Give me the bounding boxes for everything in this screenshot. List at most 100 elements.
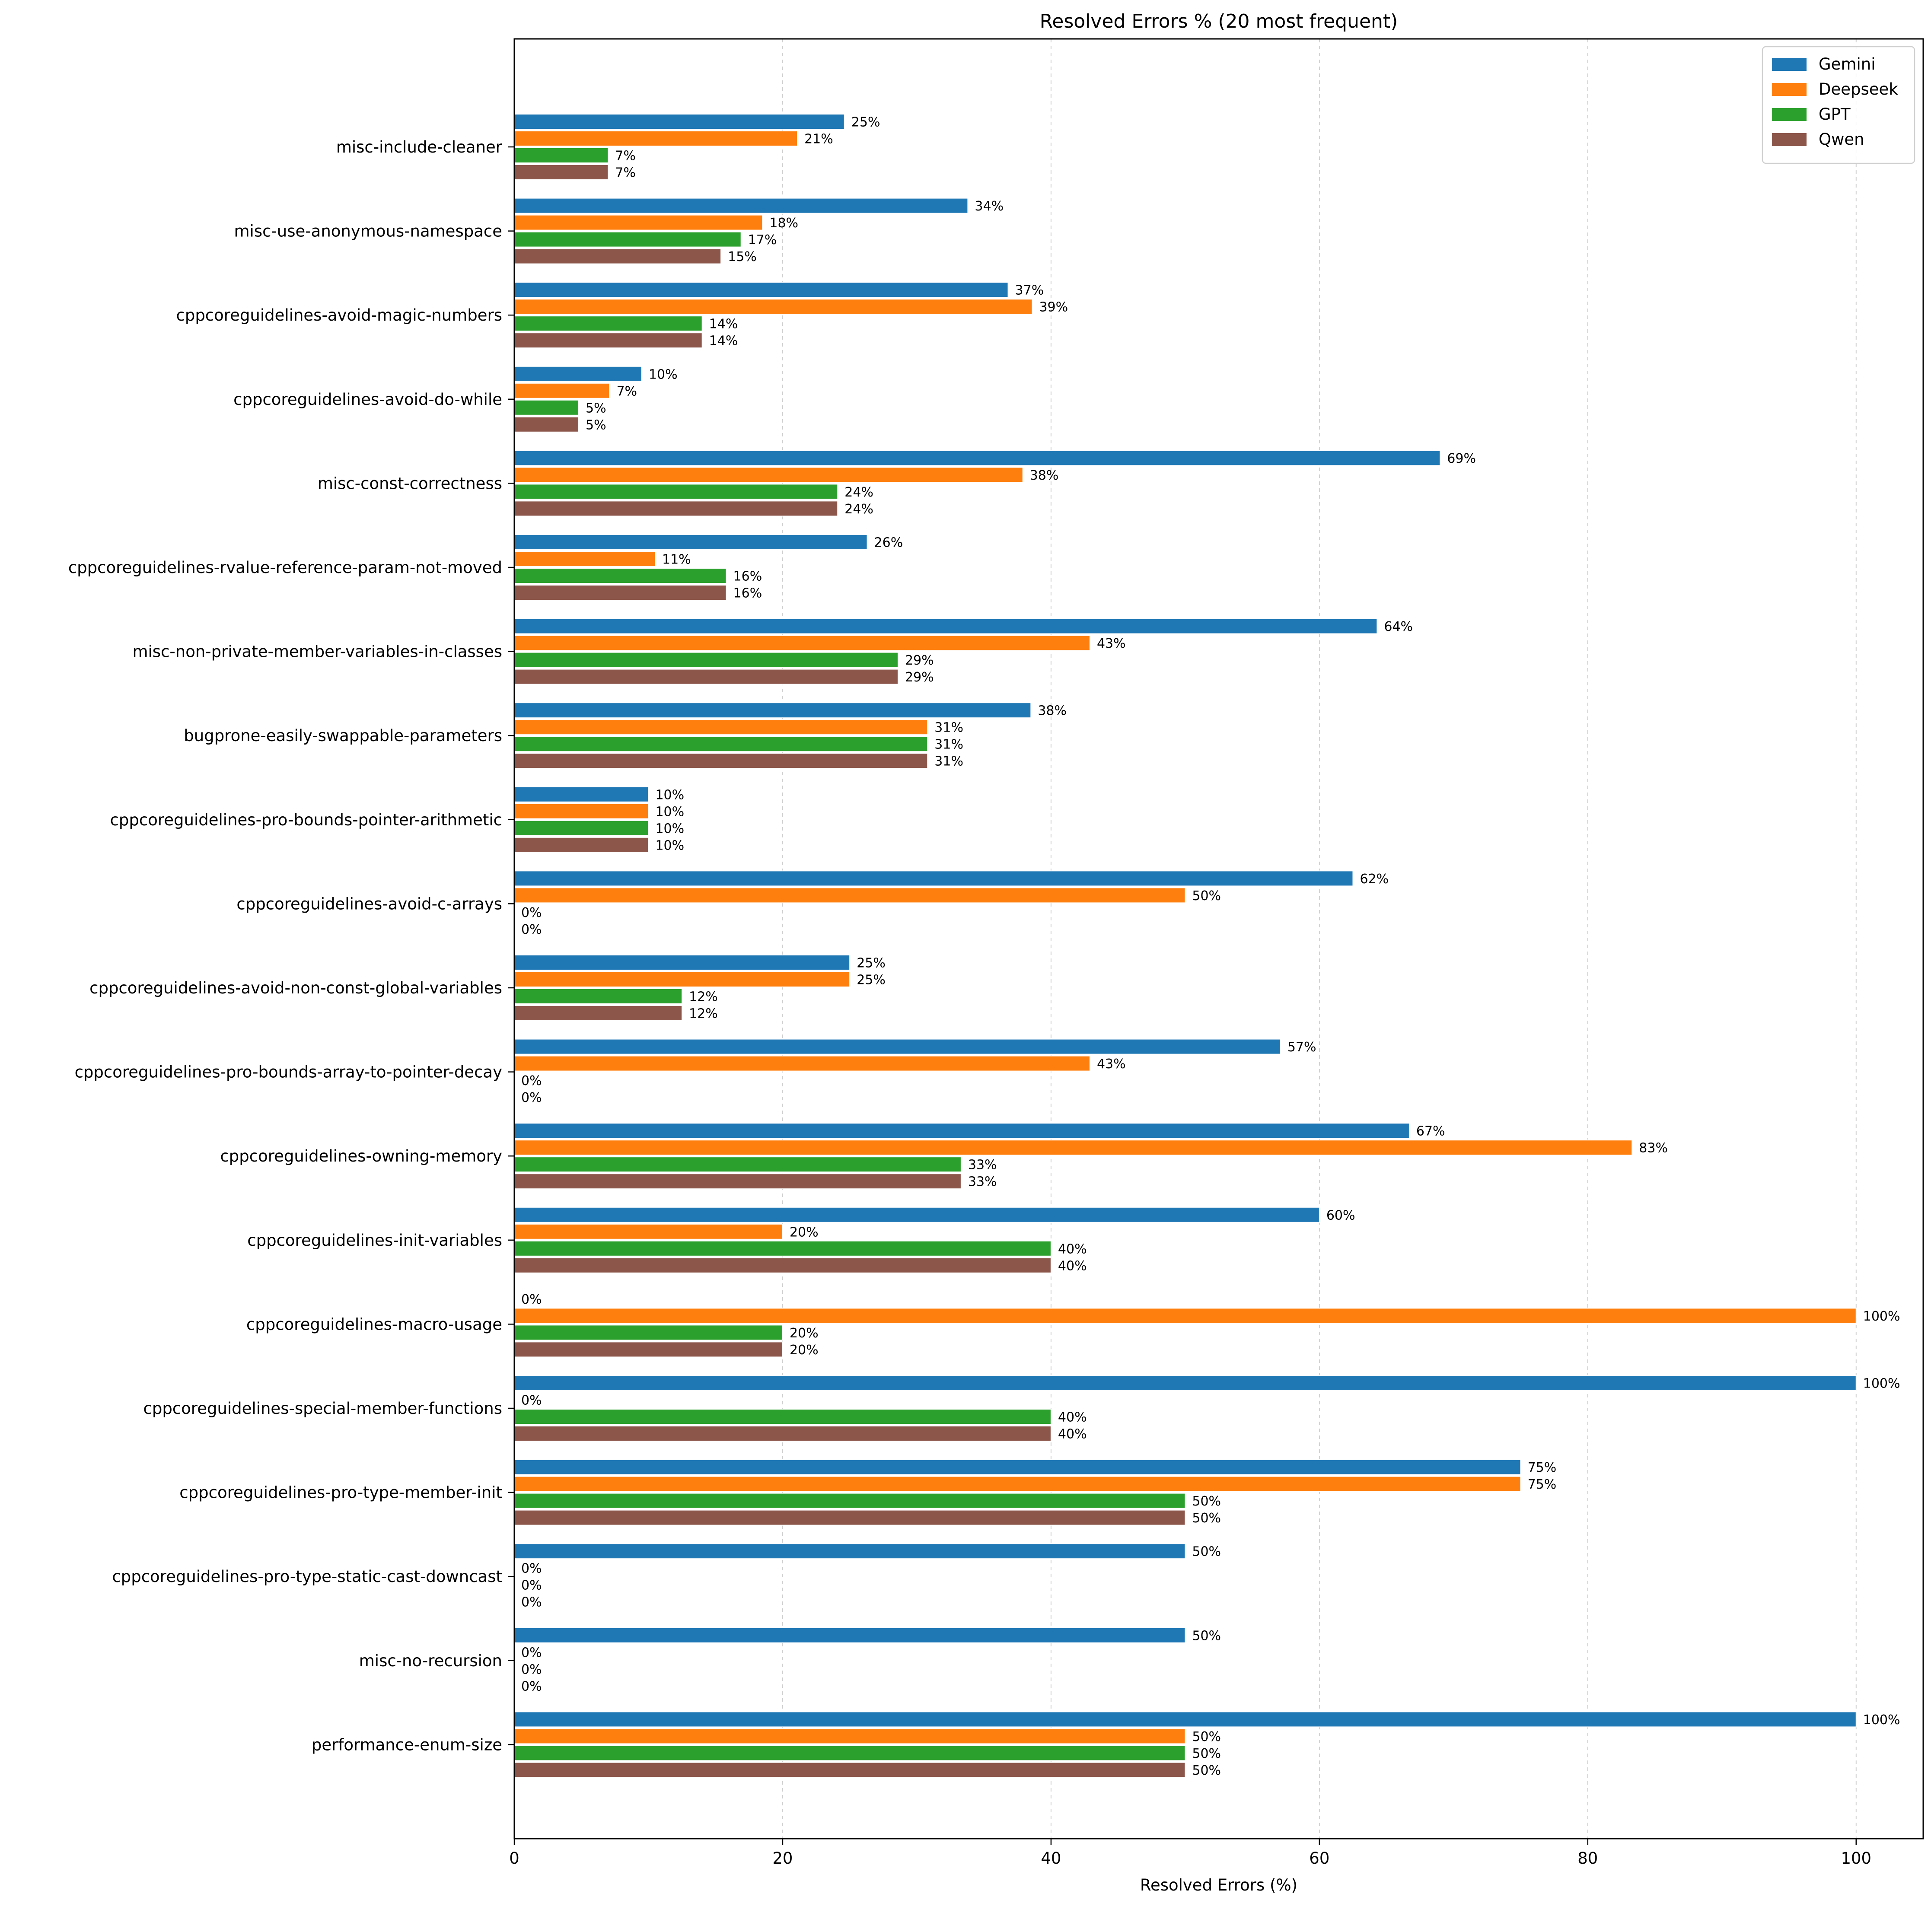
bar-qwen [514,1426,1052,1442]
bar-value-label: 40% [1058,1241,1087,1257]
bar-value-label: 12% [689,990,718,1005]
bar-value-label: 75% [1528,1460,1557,1475]
bar-qwen [514,164,609,180]
y-category-label: bugprone-easily-swappable-parameters [184,726,502,745]
bar-value-label: 0% [521,905,542,920]
bar-value-label: 43% [1097,636,1126,651]
bar-value-label: 50% [1192,1746,1221,1761]
x-tick-label: 20 [772,1849,793,1868]
bar-gpt [514,231,742,248]
x-tick-label: 100 [1841,1849,1871,1868]
bar-qwen [514,1509,1186,1526]
bar-value-label: 50% [1192,1763,1221,1778]
bar-deepseek [514,467,1023,483]
bar-value-label: 33% [968,1174,997,1190]
bar-value-label: 43% [1097,1057,1126,1072]
bar-value-label: 0% [521,1595,542,1610]
bar-gpt [514,399,580,416]
bar-value-label: 64% [1384,619,1413,634]
bar-value-label: 10% [655,838,684,853]
bar-value-label: 29% [905,670,934,685]
bar-value-label: 10% [655,821,684,836]
bar-gemini [514,282,1009,298]
bar-value-label: 75% [1528,1477,1557,1492]
y-category-label: cppcoreguidelines-macro-usage [246,1315,502,1334]
bar-deepseek [514,1223,783,1240]
bar-gpt [514,1745,1186,1761]
bar-deepseek [514,1308,1857,1324]
y-category-label: cppcoreguidelines-special-member-functio… [143,1399,503,1418]
bar-value-label: 57% [1287,1040,1316,1055]
bar-deepseek [514,551,656,567]
bar-gemini [514,618,1378,634]
bar-qwen [514,500,838,517]
bar-value-label: 0% [521,1645,542,1660]
bar-qwen [514,1762,1186,1778]
bar-value-label: 16% [733,586,762,601]
bar-value-label: 33% [968,1158,997,1173]
bar-value-label: 50% [1192,888,1221,904]
bar-value-label: 18% [769,216,798,231]
bar-deepseek [514,214,763,231]
bar-gpt [514,736,928,752]
bar-value-label: 29% [905,653,934,668]
y-category-label: cppcoreguidelines-avoid-c-arrays [236,894,502,913]
y-category-label: misc-non-private-member-variables-in-cla… [132,643,502,661]
bar-deepseek [514,635,1090,651]
bar-value-label: 20% [790,1225,819,1240]
legend-swatch [1772,133,1807,146]
bar-deepseek [514,887,1186,904]
bar-gemini [514,1459,1521,1475]
y-category-label: misc-no-recursion [359,1652,502,1670]
legend-label: GPT [1819,105,1851,124]
bar-gemini [514,955,851,971]
bar-value-label: 0% [521,1578,542,1593]
y-category-label: cppcoreguidelines-pro-bounds-array-to-po… [75,1063,502,1082]
bar-value-label: 14% [709,334,738,349]
bar-value-label: 40% [1058,1258,1087,1273]
bar-value-label: 40% [1058,1410,1087,1425]
bar-value-label: 16% [733,569,762,584]
bar-value-label: 67% [1416,1124,1445,1139]
bar-gemini [514,1627,1186,1643]
bar-value-label: 25% [857,956,886,971]
legend-swatch [1772,58,1807,71]
bar-gpt [514,315,703,332]
bar-qwen [514,248,722,264]
y-category-label: cppcoreguidelines-rvalue-reference-param… [68,558,502,577]
bar-qwen [514,332,703,349]
bar-value-label: 0% [521,1662,542,1677]
x-tick-label: 40 [1041,1849,1061,1868]
bar-value-label: 5% [586,401,606,416]
bar-deepseek [514,1055,1090,1072]
bar-gemini [514,702,1032,719]
bar-qwen [514,585,727,601]
bars [514,114,1857,1778]
bar-gemini [514,1123,1410,1139]
bar-gpt [514,988,683,1004]
y-category-label: cppcoreguidelines-pro-type-static-cast-d… [112,1567,502,1586]
bar-value-label: 7% [615,149,636,164]
bar-value-label: 38% [1038,703,1067,719]
bar-value-label: 5% [586,417,606,433]
bar-value-label: 11% [662,552,691,567]
bar-gpt [514,1156,962,1173]
legend-label: Qwen [1819,130,1864,149]
bar-value-label: 100% [1863,1309,1900,1324]
bar-gemini [514,1206,1320,1223]
bar-value-label: 0% [521,1090,542,1105]
bar-value-label: 14% [709,317,738,332]
bar-value-label: 60% [1326,1208,1355,1223]
bar-gpt [514,1240,1052,1257]
legend-swatch [1772,83,1807,96]
bar-value-label: 20% [790,1343,819,1358]
bar-value-label: 17% [748,232,777,248]
bar-gpt [514,568,727,584]
bar-qwen [514,1341,783,1358]
bar-qwen [514,753,928,769]
bar-deepseek [514,382,610,399]
y-category-label: misc-include-cleaner [336,138,503,156]
y-axis: misc-include-cleaner misc-use-anonymous-n… [68,138,514,1754]
